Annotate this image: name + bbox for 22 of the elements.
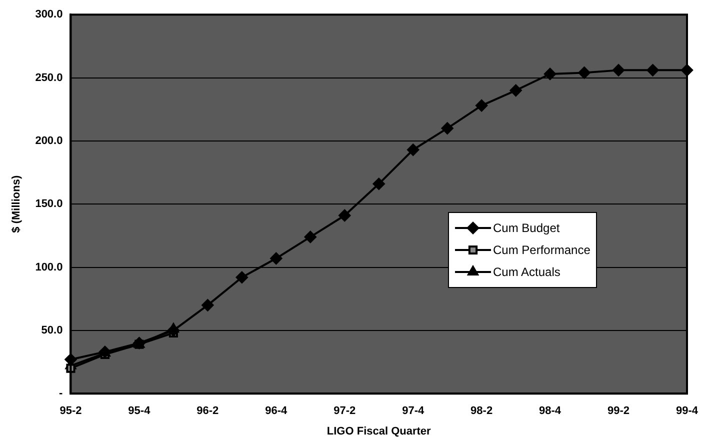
- y-tick-label: -: [59, 388, 64, 400]
- x-tick-label: 95-2: [60, 405, 82, 418]
- x-tick-label: 96-2: [196, 405, 219, 418]
- x-tick-label: 96-4: [265, 405, 288, 418]
- y-tick-label: 200.0: [35, 134, 63, 147]
- x-tick-label: 99-2: [608, 405, 630, 418]
- x-tick-label: 97-4: [402, 405, 425, 418]
- x-tick-label: 99-4: [676, 405, 699, 418]
- x-tick-label: 97-2: [334, 405, 356, 418]
- x-axis-title: LIGO Fiscal Quarter: [326, 425, 432, 438]
- y-tick-label: 250.0: [35, 72, 63, 84]
- x-tick-label: 98-2: [470, 405, 493, 418]
- x-tick-label: 98-4: [539, 405, 562, 418]
- legend-label: Cum Budget: [493, 220, 560, 235]
- y-tick-label: 100.0: [35, 261, 63, 274]
- y-tick-label: 150.0: [35, 198, 63, 210]
- x-tick-label: 95-4: [128, 405, 152, 418]
- legend-label: Cum Performance: [493, 242, 590, 257]
- legend-label: Cum Actuals: [493, 264, 560, 279]
- y-tick-label: 300.0: [35, 8, 63, 21]
- y-axis-title: $ (Millions): [10, 175, 23, 233]
- y-tick-label: 50.0: [41, 324, 63, 336]
